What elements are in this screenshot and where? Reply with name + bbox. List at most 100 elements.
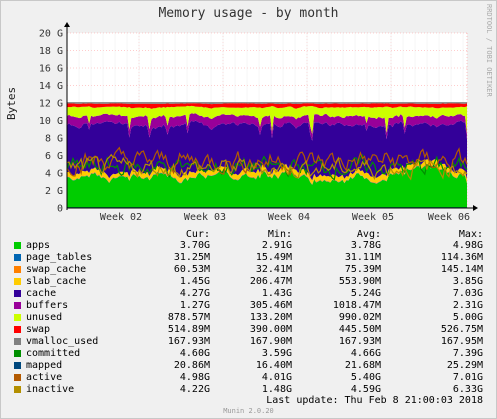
legend-label: inactive: [26, 384, 75, 395]
last-update: Last update: Thu Feb 8 21:00:03 2018: [266, 395, 483, 406]
legend-row-unused: unused 878.57M 133.20M 990.02M 5.00G: [0, 312, 497, 324]
legend-swatch: [14, 302, 21, 309]
legend-label: cache: [26, 288, 57, 299]
legend-min-value: 1.48G: [261, 384, 292, 395]
legend-cur-value: 4.22G: [179, 384, 210, 395]
legend-label: active: [26, 372, 63, 383]
line-active: [66, 146, 468, 177]
legend-cur-value: 4.27G: [179, 288, 210, 299]
legend-cur-value: 878.57M: [167, 312, 210, 323]
legend-cur-value: 20.86M: [173, 360, 210, 371]
legend-min-value: 1.43G: [261, 288, 292, 299]
y-tick-label: 2 G: [45, 186, 63, 197]
legend-avg-value: 445.50M: [338, 324, 381, 335]
legend-avg-value: 553.90M: [338, 276, 381, 287]
legend-row-vmalloc_used: vmalloc_used 167.93M 167.90M 167.93M 167.95M: [0, 336, 497, 348]
area-swap: [67, 103, 467, 109]
y-tick-label: 6 G: [45, 151, 63, 162]
y-tick-label: 16 G: [39, 64, 63, 75]
rrdtool-credit: RRDTOOL / TOBI OETIKER: [485, 4, 493, 97]
legend-avg-value: 5.24G: [350, 288, 381, 299]
legend-avg-value: 4.66G: [350, 348, 381, 359]
legend-header: Cur: Min: Avg: Max:: [0, 229, 497, 241]
legend-min-value: 167.90M: [249, 336, 292, 347]
legend-min-value: 133.20M: [249, 312, 292, 323]
y-tick-label: 20 G: [39, 29, 63, 40]
legend-cur-value: 4.98G: [179, 372, 210, 383]
legend-swatch: [14, 338, 21, 345]
legend-cur-value: 31.25M: [173, 252, 210, 263]
legend-max-value: 7.01G: [452, 372, 483, 383]
legend-avg-value: 167.93M: [338, 336, 381, 347]
legend-label: vmalloc_used: [26, 336, 99, 347]
chart-title: Memory usage - by month: [158, 6, 339, 21]
legend-cur-value: 514.89M: [167, 324, 210, 335]
legend-min-value: 4.01G: [261, 372, 292, 383]
legend-swatch: [14, 242, 21, 249]
y-tick-label: 0: [57, 204, 63, 215]
header-max: Max:: [458, 229, 483, 240]
legend-avg-value: 75.39M: [344, 264, 381, 275]
legend-row-apps: apps 3.70G 2.91G 3.78G 4.98G: [0, 240, 497, 252]
legend-swatch: [14, 266, 21, 273]
legend-row-swap_cache: swap_cache 60.53M 32.41M 75.39M 145.14M: [0, 264, 497, 276]
y-tick-label: 12 G: [39, 99, 63, 110]
legend-min-value: 3.59G: [261, 348, 292, 359]
x-tick-label: Week 06: [428, 212, 470, 223]
legend-max-value: 7.03G: [452, 288, 483, 299]
legend-row-active: active 4.98G 4.01G 5.40G 7.01G: [0, 372, 497, 384]
legend-cur-value: 3.70G: [179, 240, 210, 251]
legend-label: swap: [26, 324, 51, 335]
area-vmalloc_used: [67, 102, 467, 105]
legend-min-value: 206.47M: [249, 276, 292, 287]
legend-cur-value: 4.60G: [179, 348, 210, 359]
y-tick-label: 10 G: [39, 116, 63, 127]
legend-swatch: [14, 254, 21, 261]
legend-avg-value: 21.68M: [344, 360, 381, 371]
legend-avg-value: 1018.47M: [332, 300, 381, 311]
legend-row-page_tables: page_tables 31.25M 15.49M 31.11M 114.36M: [0, 252, 497, 264]
legend-label: mapped: [26, 360, 63, 371]
legend-row-swap: swap 514.89M 390.00M 445.50M 526.75M: [0, 324, 497, 336]
legend-swatch: [14, 350, 21, 357]
y-tick-label: 8 G: [45, 134, 63, 145]
legend-label: page_tables: [26, 252, 93, 263]
legend-label: swap_cache: [26, 264, 87, 275]
y-axis-arrow: [64, 22, 70, 27]
legend-min-value: 32.41M: [255, 264, 292, 275]
legend-label: unused: [26, 312, 63, 323]
y-tick-label: 14 G: [39, 81, 63, 92]
legend-min-value: 16.40M: [255, 360, 292, 371]
legend-avg-value: 990.02M: [338, 312, 381, 323]
legend-max-value: 7.39G: [452, 348, 483, 359]
legend-swatch: [14, 362, 21, 369]
legend-max-value: 2.31G: [452, 300, 483, 311]
legend-max-value: 114.36M: [440, 252, 483, 263]
legend-avg-value: 4.59G: [350, 384, 381, 395]
area-unused: [67, 105, 467, 135]
x-tick-label: Week 03: [184, 212, 226, 223]
header-avg: Avg:: [356, 229, 381, 240]
area-apps: [67, 164, 467, 208]
legend-row-cache: cache 4.27G 1.43G 5.24G 7.03G: [0, 288, 497, 300]
legend-avg-value: 31.11M: [344, 252, 381, 263]
legend-max-value: 4.98G: [452, 240, 483, 251]
legend-max-value: 526.75M: [440, 324, 483, 335]
legend-label: buffers: [26, 300, 69, 311]
legend-label: slab_cache: [26, 276, 87, 287]
area-buffers: [67, 113, 467, 141]
header-min: Min:: [267, 229, 292, 240]
legend-cur-value: 1.27G: [179, 300, 210, 311]
legend-cur-value: 60.53M: [173, 264, 210, 275]
legend-max-value: 25.29M: [446, 360, 483, 371]
legend-swatch: [14, 290, 21, 297]
legend-cur-value: 1.45G: [179, 276, 210, 287]
legend-swatch: [14, 314, 21, 321]
legend-row-committed: committed 4.60G 3.59G 4.66G 7.39G: [0, 348, 497, 360]
legend-row-buffers: buffers 1.27G 305.46M 1018.47M 2.31G: [0, 300, 497, 312]
legend-swatch: [14, 374, 21, 381]
munin-version: Munin 2.0.20: [223, 407, 274, 415]
x-tick-label: Week 05: [352, 212, 394, 223]
legend-min-value: 390.00M: [249, 324, 292, 335]
legend-label: committed: [26, 348, 81, 359]
